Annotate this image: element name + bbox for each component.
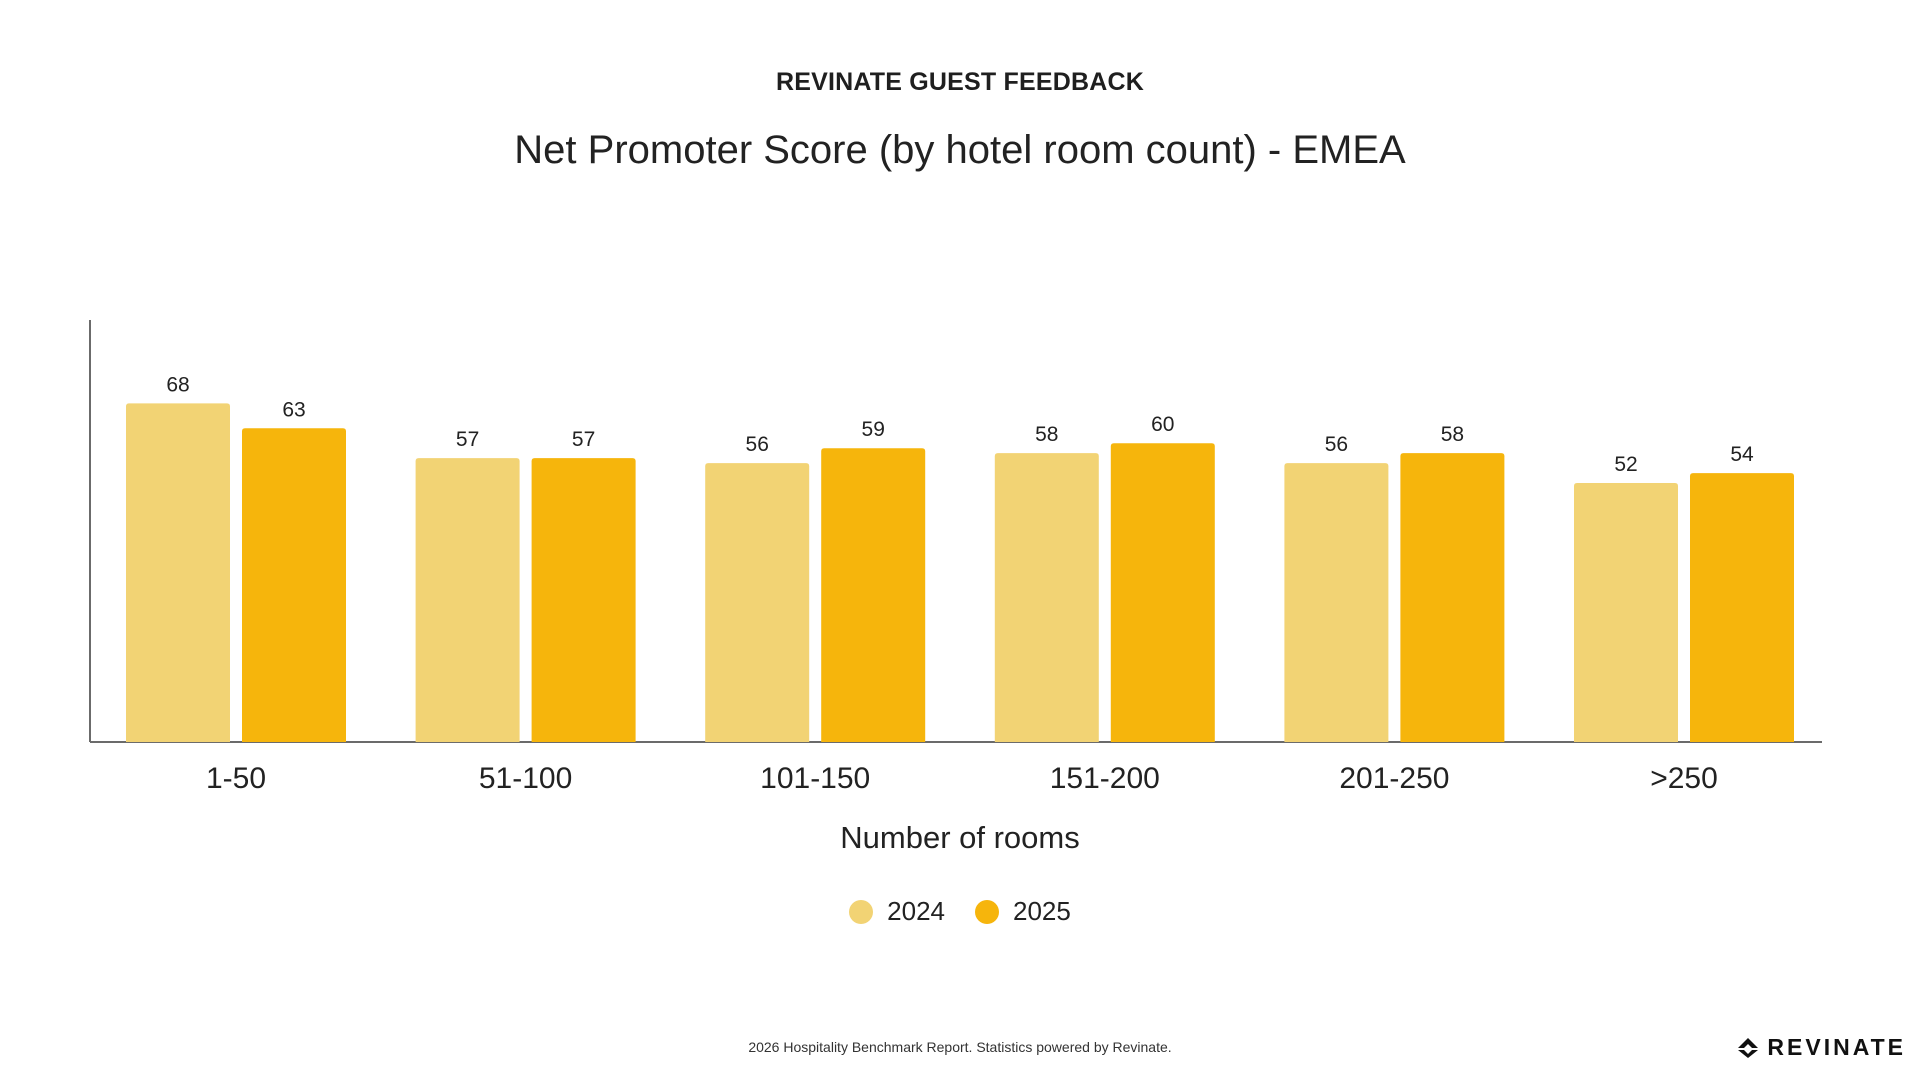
x-tick-labels-layer: 1-50 51-100 101-150 151-200 201-250 >250: [206, 762, 1718, 795]
data-label-2025-1-50: 63: [282, 398, 305, 421]
data-label-2024-101-150: 56: [746, 433, 769, 456]
data-labels-layer: 68 63 57 57 56 59 58 60 56 58 52 54: [166, 373, 1754, 476]
legend-item-2025[interactable]: 2025: [975, 896, 1071, 927]
legend-item-2024[interactable]: 2024: [849, 896, 945, 927]
bar-2025-201-250[interactable]: [1400, 453, 1505, 742]
bar-2024-151-200[interactable]: [994, 453, 1099, 742]
bar-2025-1-50[interactable]: [242, 428, 346, 742]
footer-note: 2026 Hospitality Benchmark Report. Stati…: [748, 1039, 1172, 1055]
chart-title: Net Promoter Score (by hotel room count)…: [514, 128, 1406, 172]
x-tick-label-1-50: 1-50: [206, 762, 266, 795]
data-label-2025-51-100: 57: [572, 428, 595, 451]
data-label-2025-201-250: 58: [1441, 423, 1464, 446]
legend-label-2024: 2024: [887, 896, 945, 926]
legend-swatch-2024: [849, 899, 874, 924]
bar-2025-151-200[interactable]: [1110, 443, 1215, 742]
brand-name: REVINATE: [1767, 1034, 1906, 1060]
report-eyebrow: REVINATE GUEST FEEDBACK: [775, 68, 1145, 96]
bars-layer: [126, 403, 1794, 742]
bar-2024-101-150[interactable]: [705, 463, 810, 742]
x-axis-title: Number of rooms: [840, 820, 1080, 855]
data-label-2025-101-150: 59: [862, 418, 885, 441]
data-label-2024-151-200: 58: [1035, 423, 1058, 446]
x-tick-label-151-200: 151-200: [1050, 762, 1160, 795]
x-tick-label-101-150: 101-150: [760, 762, 870, 795]
data-label-2025-151-200: 60: [1151, 413, 1174, 436]
legend-swatch-2025: [975, 899, 999, 924]
bar-2025-51-100[interactable]: [531, 458, 636, 742]
bar-2025->250[interactable]: [1690, 473, 1794, 742]
bar-2024-51-100[interactable]: [415, 458, 520, 742]
revinate-logo-icon: [1738, 1037, 1759, 1058]
bar-2024-1-50[interactable]: [126, 403, 230, 742]
x-tick-label-51-100: 51-100: [479, 762, 572, 795]
bar-2025-101-150[interactable]: [821, 448, 926, 742]
x-tick-label->250: >250: [1650, 762, 1718, 795]
data-label-2024-51-100: 57: [456, 428, 479, 451]
bar-2024->250[interactable]: [1574, 483, 1678, 742]
data-label-2024->250: 52: [1614, 453, 1637, 476]
brand-logo: REVINATE: [1737, 1034, 1906, 1061]
bar-2024-201-250[interactable]: [1284, 463, 1389, 742]
legend: 2024 2025: [0, 896, 1920, 927]
legend-label-2025: 2025: [1013, 896, 1071, 926]
x-tick-label-201-250: 201-250: [1339, 762, 1449, 795]
data-label-2024-1-50: 68: [166, 373, 189, 396]
data-label-2024-201-250: 56: [1325, 433, 1348, 456]
data-label-2025->250: 54: [1730, 443, 1754, 466]
